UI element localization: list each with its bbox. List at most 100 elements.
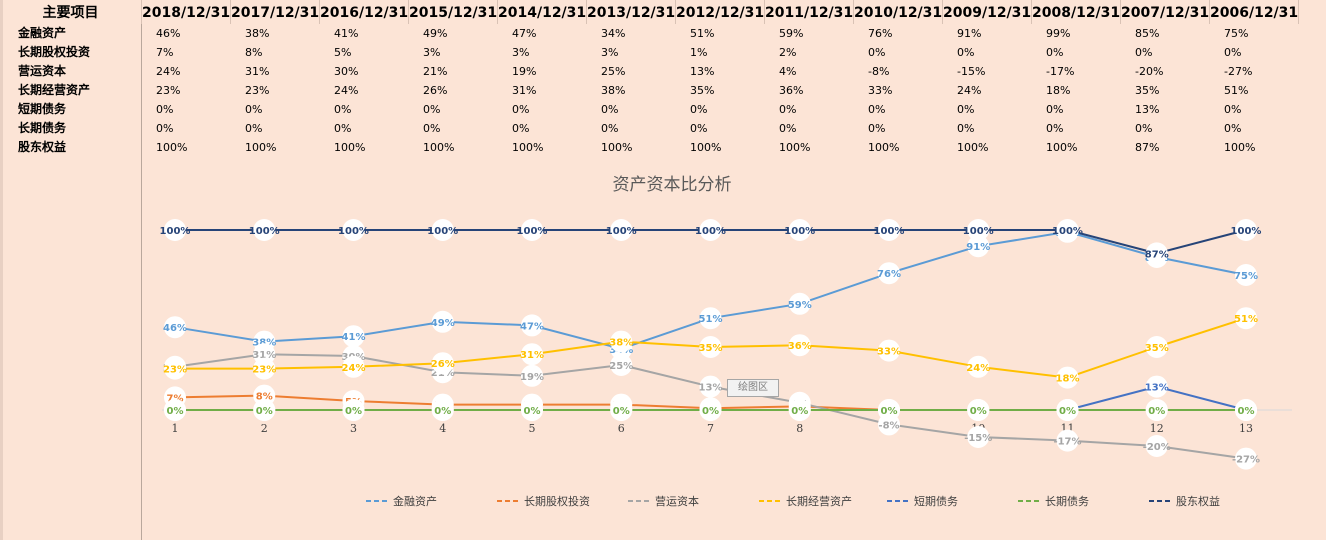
- table-cell[interactable]: 0%: [1135, 122, 1153, 135]
- header-date[interactable]: 2016/12/31: [320, 0, 409, 24]
- table-cell[interactable]: 33%: [868, 84, 893, 97]
- table-cell[interactable]: -15%: [957, 65, 986, 78]
- table-cell[interactable]: 99%: [1046, 27, 1071, 40]
- table-cell[interactable]: 0%: [334, 103, 352, 116]
- table-cell[interactable]: 31%: [512, 84, 537, 97]
- table-cell[interactable]: 75%: [1224, 27, 1249, 40]
- table-cell[interactable]: 0%: [512, 103, 530, 116]
- table-cell[interactable]: 0%: [1224, 46, 1242, 59]
- table-cell[interactable]: 31%: [245, 65, 270, 78]
- table-cell[interactable]: 0%: [957, 103, 975, 116]
- header-date[interactable]: 2012/12/31: [676, 0, 765, 24]
- table-cell[interactable]: 36%: [779, 84, 804, 97]
- table-cell[interactable]: 0%: [779, 122, 797, 135]
- table-cell[interactable]: 0%: [868, 122, 886, 135]
- table-cell[interactable]: 0%: [601, 122, 619, 135]
- table-cell[interactable]: 25%: [601, 65, 626, 78]
- table-cell[interactable]: 51%: [1224, 84, 1249, 97]
- table-cell[interactable]: 85%: [1135, 27, 1160, 40]
- table-cell[interactable]: 30%: [334, 65, 359, 78]
- table-cell[interactable]: 0%: [868, 103, 886, 116]
- table-cell[interactable]: 100%: [1046, 141, 1078, 154]
- table-cell[interactable]: 8%: [245, 46, 263, 59]
- table-cell[interactable]: 0%: [334, 122, 352, 135]
- table-cell[interactable]: 0%: [601, 103, 619, 116]
- table-cell[interactable]: 0%: [423, 103, 441, 116]
- row-label[interactable]: 长期股权投资: [18, 45, 91, 59]
- table-cell[interactable]: 100%: [868, 141, 900, 154]
- table-cell[interactable]: 100%: [512, 141, 544, 154]
- table-cell[interactable]: 0%: [156, 103, 174, 116]
- table-cell[interactable]: 100%: [334, 141, 366, 154]
- table-cell[interactable]: 0%: [1224, 103, 1242, 116]
- table-cell[interactable]: 47%: [512, 27, 537, 40]
- header-date[interactable]: 2015/12/31: [409, 0, 498, 24]
- table-cell[interactable]: 100%: [957, 141, 989, 154]
- row-label[interactable]: 股东权益: [18, 140, 67, 154]
- table-cell[interactable]: 1%: [690, 46, 708, 59]
- row-label[interactable]: 长期债务: [18, 121, 67, 135]
- table-cell[interactable]: -20%: [1135, 65, 1164, 78]
- table-cell[interactable]: -27%: [1224, 65, 1253, 78]
- table-cell[interactable]: 0%: [245, 122, 263, 135]
- table-cell[interactable]: 0%: [1224, 122, 1242, 135]
- table-cell[interactable]: 0%: [245, 103, 263, 116]
- table-cell[interactable]: 3%: [601, 46, 619, 59]
- table-cell[interactable]: 0%: [868, 46, 886, 59]
- table-cell[interactable]: 38%: [245, 27, 270, 40]
- table-cell[interactable]: 13%: [1135, 103, 1160, 116]
- table-cell[interactable]: 24%: [957, 84, 982, 97]
- chart-area[interactable]: 资产资本比分析1234567891011121346%38%41%49%47%3…: [142, 160, 1302, 535]
- header-date[interactable]: 2014/12/31: [498, 0, 587, 24]
- table-cell[interactable]: 49%: [423, 27, 448, 40]
- table-cell[interactable]: 3%: [423, 46, 441, 59]
- header-date[interactable]: 2006/12/31: [1210, 0, 1299, 24]
- row-label[interactable]: 营运资本: [18, 64, 67, 78]
- table-cell[interactable]: 0%: [1135, 46, 1153, 59]
- table-cell[interactable]: 0%: [957, 46, 975, 59]
- header-date[interactable]: 2018/12/31: [142, 0, 231, 24]
- table-cell[interactable]: 26%: [423, 84, 448, 97]
- table-cell[interactable]: 0%: [690, 122, 708, 135]
- row-label[interactable]: 金融资产: [18, 26, 67, 40]
- table-cell[interactable]: 0%: [1046, 46, 1064, 59]
- table-cell[interactable]: 0%: [423, 122, 441, 135]
- table-cell[interactable]: 2%: [779, 46, 797, 59]
- header-date[interactable]: 2013/12/31: [587, 0, 676, 24]
- table-cell[interactable]: 100%: [245, 141, 277, 154]
- table-cell[interactable]: 18%: [1046, 84, 1071, 97]
- table-cell[interactable]: 100%: [1224, 141, 1256, 154]
- table-cell[interactable]: 24%: [156, 65, 181, 78]
- table-cell[interactable]: 0%: [1046, 122, 1064, 135]
- table-cell[interactable]: 0%: [690, 103, 708, 116]
- table-cell[interactable]: 41%: [334, 27, 359, 40]
- header-date[interactable]: 2011/12/31: [765, 0, 854, 24]
- table-cell[interactable]: 51%: [690, 27, 715, 40]
- row-label[interactable]: 长期经营资产: [18, 83, 91, 97]
- table-cell[interactable]: 100%: [690, 141, 722, 154]
- table-cell[interactable]: 0%: [1046, 103, 1064, 116]
- header-date[interactable]: 2007/12/31: [1121, 0, 1210, 24]
- table-cell[interactable]: 23%: [156, 84, 181, 97]
- table-cell[interactable]: 46%: [156, 27, 181, 40]
- table-cell[interactable]: 76%: [868, 27, 893, 40]
- table-cell[interactable]: 5%: [334, 46, 352, 59]
- table-cell[interactable]: 38%: [601, 84, 626, 97]
- table-cell[interactable]: 87%: [1135, 141, 1160, 154]
- table-cell[interactable]: 21%: [423, 65, 448, 78]
- table-cell[interactable]: -8%: [868, 65, 890, 78]
- table-cell[interactable]: 100%: [156, 141, 188, 154]
- table-cell[interactable]: 0%: [957, 122, 975, 135]
- header-date[interactable]: 2009/12/31: [943, 0, 1032, 24]
- header-label[interactable]: 主要项目: [0, 0, 142, 24]
- table-cell[interactable]: 0%: [779, 103, 797, 116]
- table-cell[interactable]: 100%: [779, 141, 811, 154]
- table-cell[interactable]: 4%: [779, 65, 797, 78]
- header-date[interactable]: 2010/12/31: [854, 0, 943, 24]
- header-date[interactable]: 2008/12/31: [1032, 0, 1121, 24]
- header-date[interactable]: 2017/12/31: [231, 0, 320, 24]
- table-cell[interactable]: 100%: [601, 141, 633, 154]
- table-cell[interactable]: -17%: [1046, 65, 1075, 78]
- table-cell[interactable]: 23%: [245, 84, 270, 97]
- row-label[interactable]: 短期债务: [18, 102, 67, 116]
